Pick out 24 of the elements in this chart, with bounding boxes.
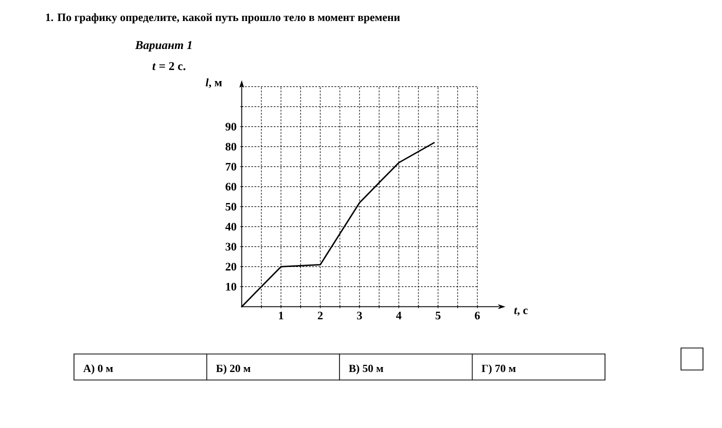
y-tick-label: 30 — [226, 242, 236, 251]
text: В) 50 м — [348, 364, 384, 374]
y-tick-label: 80 — [226, 142, 236, 151]
x-tick-label: 6 — [474, 312, 480, 320]
y-tick-label: 90 — [226, 122, 236, 131]
y-tick-label: 20 — [226, 262, 236, 271]
y-tick-label: 10 — [226, 282, 236, 291]
x-tick-label: 4 — [396, 312, 402, 320]
y-tick-label: 40 — [225, 222, 236, 231]
x-tick-label: 3 — [357, 312, 362, 320]
x-tick-label: 1 — [279, 312, 284, 320]
y-tick-label: 70 — [226, 162, 236, 171]
x-tick-label: 2 — [318, 312, 323, 320]
x-axis-title: t, с — [514, 308, 528, 316]
text: А) 0 м — [83, 364, 113, 374]
chart-subtitle: Вариант 1 — [135, 41, 192, 52]
text: Б) 20 м — [216, 364, 250, 374]
x-tick-label: 5 — [436, 312, 440, 320]
chart-title: 1. По графику определите, какой путь прошло тело в момент времени — [46, 13, 400, 24]
y-tick-label: 60 — [226, 182, 236, 191]
y-tick-label: 50 — [226, 202, 236, 211]
text: t = 2 с. — [152, 62, 186, 70]
y-axis-title: l, м — [206, 78, 222, 88]
text: Г) 70 м — [482, 364, 516, 374]
